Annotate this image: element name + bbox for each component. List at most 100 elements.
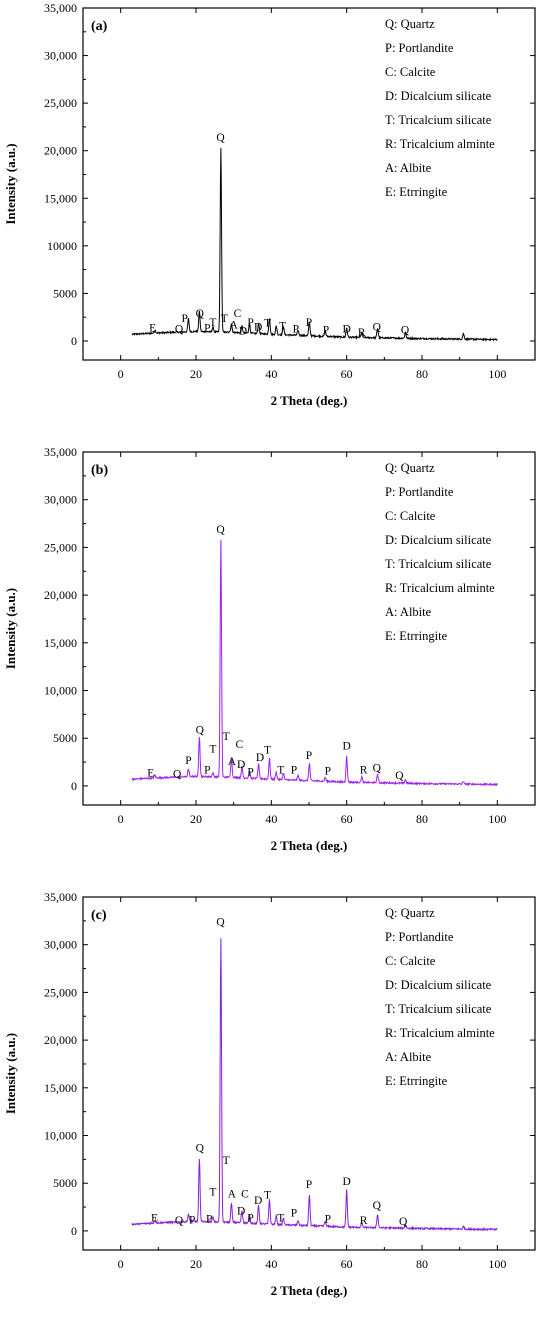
x-axis-label: 2 Theta (deg.) xyxy=(271,1283,348,1298)
peak-label: D xyxy=(343,1176,351,1188)
x-tick-label: 60 xyxy=(341,812,353,826)
peak-label: T xyxy=(221,313,228,325)
peak-label: Q xyxy=(173,768,182,780)
legend-entry: T: Tricalcium silicate xyxy=(385,557,492,571)
legend-entry: E: Etrringite xyxy=(385,185,448,199)
peak-label: P xyxy=(325,765,331,777)
y-tick-label: 30,000 xyxy=(44,938,77,952)
peak-label: A xyxy=(230,320,239,332)
peak-label: Q xyxy=(373,1200,382,1212)
y-tick-label: 10,000 xyxy=(44,1129,77,1143)
x-tick-label: 40 xyxy=(265,1257,277,1271)
peak-label: C xyxy=(234,308,242,320)
y-tick-label: 15,000 xyxy=(44,1081,77,1095)
x-tick-label: 20 xyxy=(190,1257,202,1271)
x-tick-label: 40 xyxy=(265,812,277,826)
peak-label: P xyxy=(291,1208,297,1220)
panel-2: 0 5000 10,000 15,000 20,000 25,000 30,000 35,00… xyxy=(3,445,536,853)
y-tick-label: 5000 xyxy=(53,286,77,300)
peak-label: P xyxy=(247,1212,253,1224)
peak-label: R xyxy=(358,327,366,339)
y-tick-label: 25,000 xyxy=(44,96,77,110)
peak-label: Q xyxy=(175,1215,184,1227)
peak-label: R xyxy=(360,765,368,777)
legend-entry: C: Calcite xyxy=(385,509,436,523)
peak-label: P xyxy=(306,1179,312,1191)
peak-label: T xyxy=(223,1155,230,1167)
peak-label: Q xyxy=(216,132,225,144)
peak-label: Q xyxy=(196,308,205,320)
peak-label: T xyxy=(277,1212,284,1224)
peak-label: Q xyxy=(196,724,205,736)
peak-label: R xyxy=(360,1215,368,1227)
peak-label: P xyxy=(185,755,191,767)
peak-label: A xyxy=(228,756,237,768)
legend-entry: C: Calcite xyxy=(385,954,436,968)
y-tick-label: 0 xyxy=(71,334,77,348)
peak-label: T xyxy=(209,1187,216,1199)
peak-label: P xyxy=(247,766,253,778)
peak-label: D xyxy=(254,322,262,334)
x-tick-label: 20 xyxy=(190,812,202,826)
legend-entry: R: Tricalcium alminte xyxy=(385,137,495,151)
y-tick-label: 20,000 xyxy=(44,588,77,602)
legend-entry: T: Tricalcium silicate xyxy=(385,113,492,127)
plot-frame xyxy=(82,7,536,361)
x-tick-label: 0 xyxy=(118,367,124,381)
peak-label: T xyxy=(264,318,271,330)
legend-entry: D: Dicalcium silicate xyxy=(385,978,492,992)
y-axis-label: Intensity (a.u.) xyxy=(3,143,18,224)
peak-label: E xyxy=(151,1212,158,1224)
x-tick-label: 80 xyxy=(416,1257,428,1271)
peak-label: P xyxy=(206,1213,212,1225)
peak-label: P xyxy=(291,765,297,777)
y-tick-label: 30,000 xyxy=(44,493,77,507)
peak-label: Q xyxy=(216,917,225,929)
y-tick-label: 25,000 xyxy=(44,540,77,554)
x-tick-label: 0 xyxy=(118,812,124,826)
peak-label: T xyxy=(223,731,230,743)
peak-label: P xyxy=(323,324,329,336)
peak-label: P xyxy=(204,765,210,777)
y-axis-label: Intensity (a.u.) xyxy=(3,1033,18,1114)
panel-3: 0 5000 10,000 15,000 20,000 25,000 30,000 35,00… xyxy=(3,890,536,1298)
xrd-pattern-line xyxy=(131,539,498,787)
legend-entry: Q: Quartz xyxy=(385,906,435,920)
peak-label: D xyxy=(256,752,264,764)
peak-label: E xyxy=(147,767,154,779)
peak-label: T xyxy=(209,317,216,329)
peak-label: E xyxy=(149,322,156,334)
x-tick-label: 100 xyxy=(488,812,506,826)
peak-label: C xyxy=(235,739,243,751)
y-tick-label: 0 xyxy=(71,779,77,793)
x-tick-label: 100 xyxy=(488,367,506,381)
legend-entry: T: Tricalcium silicate xyxy=(385,1002,492,1016)
peak-label: P xyxy=(189,1214,195,1226)
peak-label: C xyxy=(241,1189,249,1201)
peak-label: D xyxy=(343,741,351,753)
legend-entry: A: Albite xyxy=(385,161,432,175)
y-tick-label: 15,000 xyxy=(44,191,77,205)
y-tick-label: 5000 xyxy=(53,731,77,745)
legend-entry: E: Etrringite xyxy=(385,629,448,643)
peak-label: Q xyxy=(399,1216,408,1228)
peak-label: Q xyxy=(373,763,382,775)
y-tick-label: 5000 xyxy=(53,1176,77,1190)
peak-label: P xyxy=(306,750,312,762)
y-axis-label: Intensity (a.u.) xyxy=(3,588,18,669)
legend-entry: R: Tricalcium alminte xyxy=(385,1026,495,1040)
legend-entry: C: Calcite xyxy=(385,65,436,79)
peak-label: P xyxy=(293,323,299,335)
y-tick-label: 35,000 xyxy=(44,890,77,904)
x-axis-label: 2 Theta (deg.) xyxy=(271,393,348,408)
y-tick-label: 35,000 xyxy=(44,445,77,459)
peak-label: D xyxy=(343,323,351,335)
x-tick-label: 20 xyxy=(190,367,202,381)
x-tick-label: 80 xyxy=(416,367,428,381)
legend-entry: P: Portlandite xyxy=(385,930,454,944)
x-tick-label: 60 xyxy=(341,1257,353,1271)
x-tick-label: 100 xyxy=(488,1257,506,1271)
y-tick-label: 20,000 xyxy=(44,1033,77,1047)
y-tick-label: 15,000 xyxy=(44,636,77,650)
